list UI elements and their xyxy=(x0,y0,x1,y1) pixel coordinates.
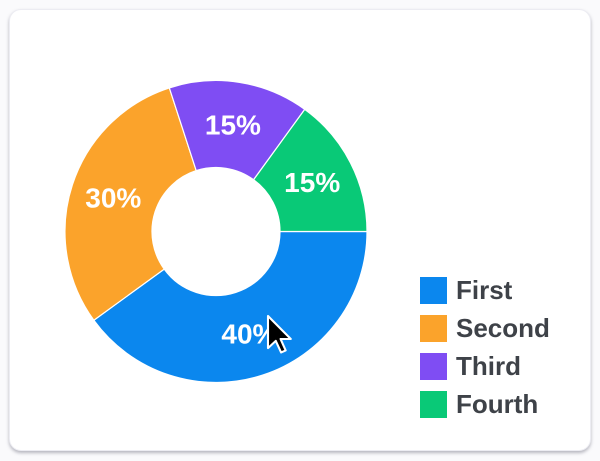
legend-swatch-first xyxy=(420,277,447,304)
slice-label-second: 30% xyxy=(85,183,141,214)
legend-label-second: Second xyxy=(456,313,550,343)
legend-swatch-second xyxy=(420,315,447,342)
legend-label-fourth: Fourth xyxy=(456,389,539,419)
legend-swatch-third xyxy=(420,353,447,380)
pie-slice-fourth[interactable] xyxy=(252,108,368,233)
legend-item-first[interactable]: First xyxy=(420,277,550,304)
donut-slices xyxy=(64,79,368,384)
pie-slice-second[interactable] xyxy=(64,87,197,322)
slice-label-third: 15% xyxy=(205,109,261,140)
slice-label-fourth: 15% xyxy=(284,167,340,198)
legend-item-third[interactable]: Third xyxy=(420,353,550,380)
mouse-cursor-icon xyxy=(266,314,292,354)
legend-label-third: Third xyxy=(456,351,521,381)
legend-swatch-fourth xyxy=(420,391,447,418)
pie-slice-first[interactable] xyxy=(93,230,368,384)
chart-legend: First Second Third Fourth xyxy=(420,277,550,429)
legend-item-fourth[interactable]: Fourth xyxy=(420,391,550,418)
legend-item-second[interactable]: Second xyxy=(420,315,550,342)
legend-label-first: First xyxy=(456,275,513,305)
